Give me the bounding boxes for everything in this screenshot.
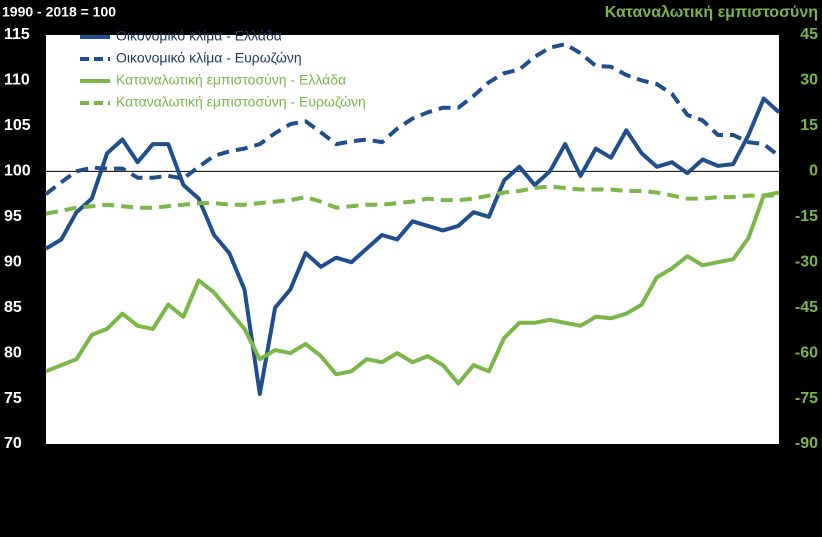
y2-tick-label: -45	[795, 299, 818, 316]
y2-tick-label: 0	[809, 163, 818, 180]
series-line	[45, 184, 779, 216]
y2-axis-title: Καταναλωτική εμπιστοσύνη	[605, 4, 818, 21]
series-line	[44, 96, 781, 396]
y2-tick-label: -15	[795, 208, 818, 225]
y-tick-label: 95	[4, 208, 22, 225]
chart-title: 1990 - 2018 = 100	[2, 4, 116, 20]
y-tick-label: 85	[4, 299, 22, 316]
y-tick-label: 75	[4, 390, 22, 407]
legend-label: Καταναλωτική εμπιστοσύνη - Ευρωζώνη	[116, 94, 366, 110]
series-line	[44, 42, 781, 196]
y-tick-label: 105	[4, 117, 31, 134]
y-tick-label: 100	[4, 163, 31, 180]
legend-label: Οικονομικό κλίμα - Ελλάδα	[116, 28, 282, 44]
y2-tick-label: -30	[795, 253, 818, 270]
y-tick-label: 90	[4, 253, 22, 270]
legend-label: Καταναλωτική εμπιστοσύνη - Ελλάδα	[116, 72, 346, 88]
y-tick-label: 80	[4, 344, 22, 361]
y2-tick-label: 15	[800, 117, 818, 134]
y-tick-label: 110	[4, 72, 30, 89]
y2-tick-label: -90	[795, 435, 818, 452]
y2-tick-label: -75	[795, 390, 818, 407]
y2-tick-label: 30	[800, 72, 818, 89]
series-line	[45, 190, 780, 386]
y-tick-label: 70	[4, 435, 22, 452]
plot-area	[46, 35, 779, 444]
y2-tick-label: 45	[800, 26, 818, 43]
y-tick-label: 115	[4, 26, 30, 43]
y2-tick-label: -60	[795, 344, 818, 361]
legend-label: Οικονομικό κλίμα - Ευρωζώνη	[116, 50, 302, 66]
